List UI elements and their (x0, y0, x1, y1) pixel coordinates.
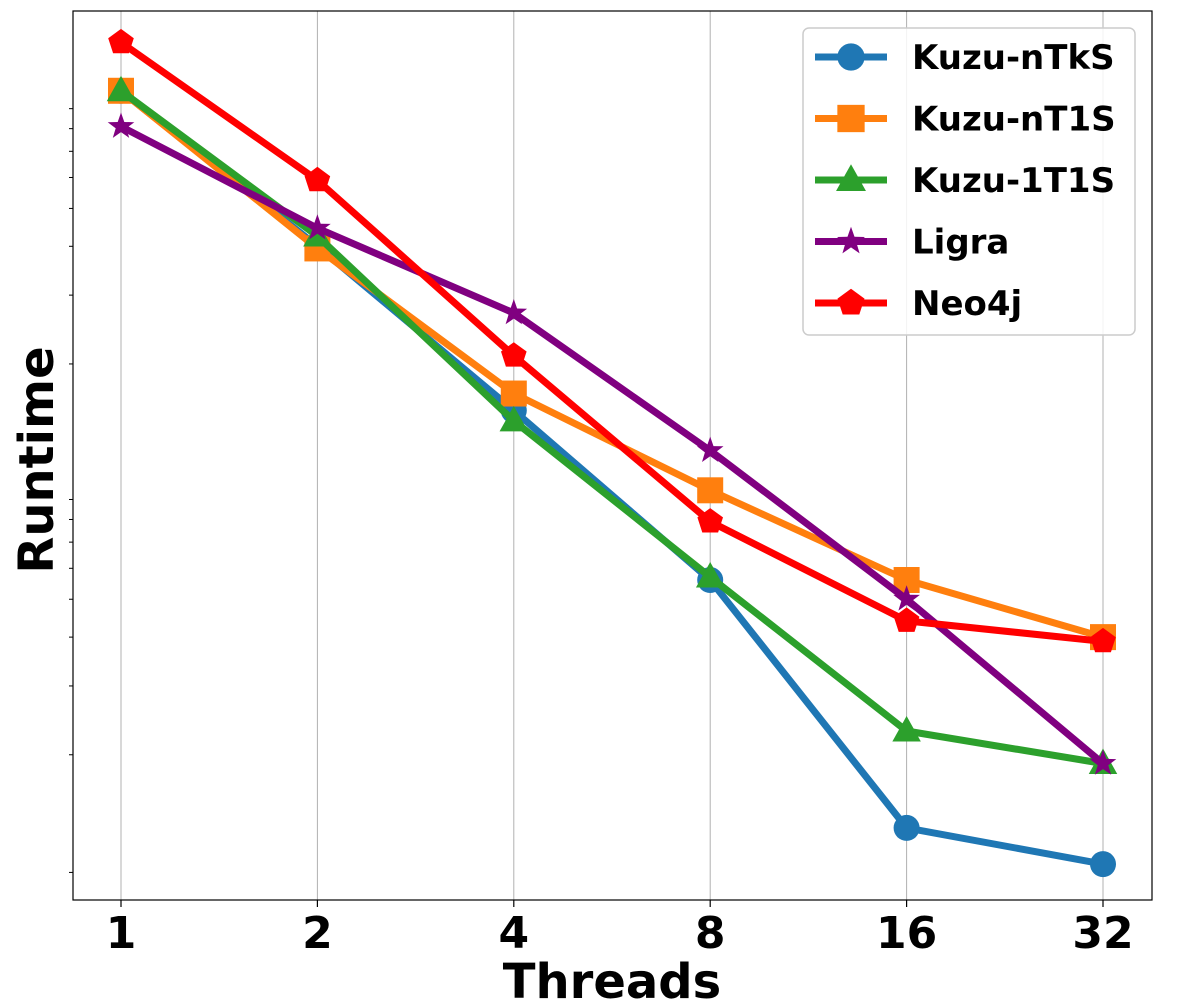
legend-label: Kuzu-nTkS (912, 38, 1115, 78)
data-point-marker (893, 814, 920, 841)
legend: Kuzu-nTkS Kuzu-nT1S Kuzu-1T1S Ligra Neo4j (802, 27, 1136, 336)
y-axis-label: Runtime (9, 346, 65, 573)
data-point-marker (304, 214, 331, 240)
x-tick-label: 2 (302, 908, 333, 959)
series-neo4j (108, 28, 1116, 653)
x-tick-label: 1 (106, 908, 137, 959)
series-line (117, 38, 1107, 645)
data-point-marker (107, 112, 135, 138)
legend-entry: Kuzu-1T1S (815, 161, 1115, 201)
legend-swatch-marker (836, 164, 866, 192)
x-tick-label: 4 (498, 908, 529, 959)
legend-swatch-marker (837, 43, 865, 71)
legend-swatch-marker (837, 226, 865, 254)
data-point-marker (1089, 749, 1117, 775)
data-point-marker (106, 75, 136, 102)
legend-entry: Ligra (815, 223, 1009, 263)
x-axis-ticks: 1 2 4 8 16 32 (106, 900, 1134, 959)
legend-label: Neo4j (912, 284, 1022, 324)
legend-label: Kuzu-nT1S (912, 100, 1116, 140)
x-tick-label: 16 (876, 908, 937, 959)
data-point-marker (892, 716, 921, 742)
data-point-marker (893, 585, 920, 611)
x-tick-label: 32 (1072, 908, 1133, 959)
data-point-marker (697, 508, 723, 533)
legend-swatch-marker (837, 288, 865, 315)
x-tick-label: 8 (695, 908, 726, 959)
legend-label: Kuzu-1T1S (912, 161, 1115, 201)
data-point-marker (500, 299, 528, 325)
data-point-marker (696, 436, 724, 462)
legend-entry: Kuzu-nTkS (815, 38, 1115, 78)
legend-entry: Kuzu-nT1S (815, 100, 1116, 140)
x-axis-label: Threads (503, 954, 721, 1000)
data-point-marker (304, 166, 331, 192)
data-point-marker (695, 562, 725, 588)
data-point-marker (501, 342, 527, 367)
legend-box (802, 27, 1136, 336)
legend-swatch-marker (837, 104, 865, 133)
data-point-marker (1090, 851, 1116, 878)
data-point-marker (893, 607, 920, 632)
data-point-marker (108, 28, 134, 54)
legend-label: Ligra (912, 223, 1009, 263)
series-layer (106, 28, 1118, 878)
y-axis-minor-ticks (69, 108, 73, 873)
data-point-marker (499, 405, 529, 432)
data-point-marker (697, 477, 724, 504)
data-point-marker (1090, 627, 1116, 653)
legend-entry: Neo4j (815, 284, 1022, 324)
data-point-marker (500, 380, 527, 407)
plot-area-frame (72, 10, 1153, 901)
